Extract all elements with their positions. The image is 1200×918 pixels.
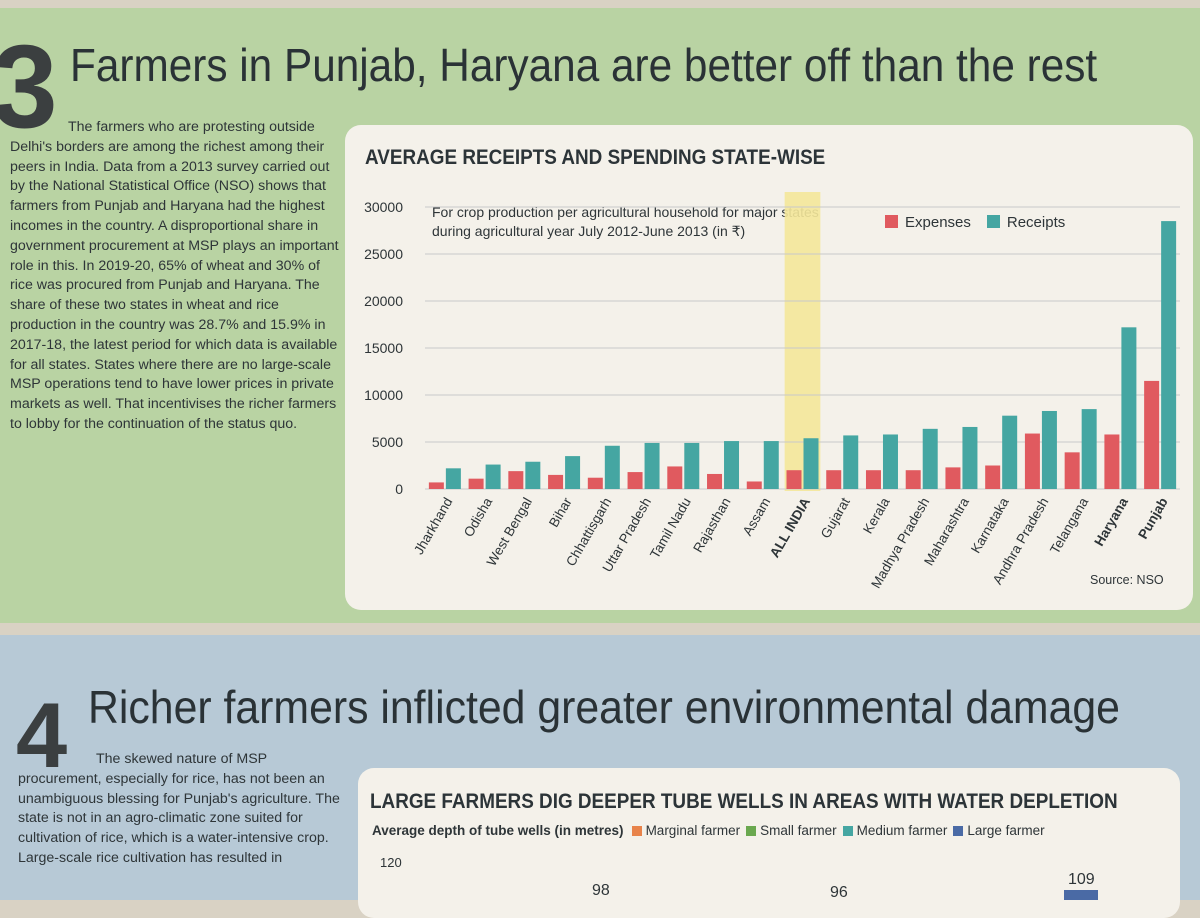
x-tick-label: Jharkhand [411, 495, 456, 557]
marginal-swatch [631, 825, 642, 836]
chart-2-legend: Average depth of tube wells (in metres) … [372, 823, 1045, 838]
bar-expenses [548, 474, 564, 489]
bar-expenses [428, 482, 444, 489]
x-tick-label: Bihar [546, 495, 575, 530]
x-tick-label: Punjab [1135, 495, 1170, 541]
bar-expenses [746, 481, 762, 489]
x-tick-label: Karnataka [968, 495, 1012, 556]
section-4-number: 4 [16, 685, 68, 787]
expenses-swatch [885, 215, 898, 228]
legend-item-receipts: Receipts [986, 214, 1066, 231]
y-tick-label: 20000 [364, 293, 403, 309]
x-tick-label: Odisha [461, 495, 496, 540]
bar-receipts [485, 464, 501, 489]
chart-2-panel [358, 768, 1180, 918]
bar-expenses [627, 472, 643, 489]
chart-2-subtitle: Average depth of tube wells (in metres) [372, 823, 624, 838]
bar-expenses [905, 470, 921, 489]
bar-expenses [508, 471, 524, 489]
bar-expenses [468, 478, 484, 489]
legend-label-large: Large farmer [967, 823, 1045, 838]
bar-receipts [882, 434, 898, 489]
x-tick-label: Tamil Nadu [647, 495, 694, 561]
section-3-body-text: The farmers who are protesting outside D… [10, 119, 339, 432]
bar-expenses [1104, 434, 1120, 489]
bar-receipts [1161, 221, 1177, 489]
bar-receipts [763, 441, 779, 489]
section-4-headline: Richer farmers inflicted greater environ… [88, 681, 1120, 733]
bar-expenses [865, 470, 881, 489]
bar-receipts [724, 441, 740, 489]
chart-2-large-farmer-bar [1064, 890, 1098, 900]
bar-expenses [707, 473, 723, 489]
bar-expenses [1024, 433, 1040, 489]
x-tick-label: Haryana [1091, 495, 1131, 549]
chart-1-title: AVERAGE RECEIPTS AND SPENDING STATE-WISE [365, 146, 826, 169]
bar-expenses [667, 466, 683, 489]
x-tick-label: Rajasthan [690, 495, 733, 555]
bar-receipts [445, 468, 461, 489]
legend-item-small: Small farmer [746, 823, 837, 838]
bar-expenses [1144, 380, 1160, 489]
legend-item-expenses: Expenses [885, 214, 971, 231]
section-3-headline: Farmers in Punjab, Haryana are better of… [70, 39, 1098, 91]
x-tick-label: Kerala [860, 495, 893, 537]
bar-receipts [1121, 327, 1137, 489]
chart-1-source: Source: NSO [1090, 573, 1164, 587]
small-swatch [746, 825, 757, 836]
legend-label-medium: Medium farmer [856, 823, 948, 838]
y-tick-label: 25000 [364, 246, 403, 262]
bar-expenses [985, 465, 1001, 489]
chart-1-legend: Expenses Receipts [885, 214, 1065, 231]
bar-expenses [786, 470, 802, 489]
chart-2-title: LARGE FARMERS DIG DEEPER TUBE WELLS IN A… [370, 790, 1118, 813]
bar-receipts [1081, 409, 1097, 489]
x-tick-label: ALL INDIA [767, 495, 813, 560]
chart-1-subtitle: For crop production per agricultural hou… [432, 204, 819, 239]
legend-label-small: Small farmer [760, 823, 837, 838]
section-4-body-text: The skewed nature of MSP procurement, es… [18, 751, 340, 866]
chart-2-value-label: 109 [1068, 871, 1095, 888]
bar-receipts [644, 442, 660, 489]
bar-receipts [843, 435, 859, 489]
legend-item-marginal: Marginal farmer [631, 823, 741, 838]
bar-expenses [826, 470, 842, 489]
bar-receipts [525, 461, 541, 489]
legend-label-marginal: Marginal farmer [645, 823, 741, 838]
chart-1-panel [345, 125, 1193, 610]
bar-expenses [1064, 452, 1080, 489]
y-tick-label: 30000 [364, 199, 403, 215]
bar-receipts [962, 426, 978, 489]
medium-swatch [842, 825, 853, 836]
bar-receipts [803, 438, 819, 489]
x-tick-label: Gujarat [818, 495, 853, 541]
y-tick-label: 10000 [364, 387, 403, 403]
y-tick-label: 15000 [364, 340, 403, 356]
chart-2-value-label: 98 [592, 882, 610, 899]
bar-receipts [604, 445, 620, 489]
bar-receipts [1002, 415, 1018, 489]
legend-item-large: Large farmer [953, 823, 1045, 838]
section-4-body: The skewed nature of MSP procurement, es… [18, 750, 348, 869]
y-tick-label: 5000 [372, 434, 403, 450]
legend-label-expenses: Expenses [905, 214, 971, 231]
chart-2-value-label: 96 [830, 884, 848, 901]
bar-receipts [922, 428, 938, 489]
bar-expenses [587, 477, 603, 489]
legend-label-receipts: Receipts [1006, 214, 1066, 231]
large-swatch [953, 825, 964, 836]
x-tick-label: Telangana [1047, 495, 1091, 557]
bar-receipts [1041, 410, 1057, 489]
section-3-number: 3 [0, 21, 58, 153]
legend-item-medium: Medium farmer [842, 823, 948, 838]
bar-receipts [684, 442, 700, 489]
bar-receipts [565, 456, 581, 489]
x-tick-label: Assam [740, 495, 774, 538]
y-tick-label: 0 [395, 481, 403, 497]
bar-expenses [945, 467, 961, 489]
section-3-body: The farmers who are protesting outside D… [10, 118, 345, 435]
receipts-swatch [986, 215, 1000, 228]
chart-2-ytick: 120 [380, 855, 402, 870]
